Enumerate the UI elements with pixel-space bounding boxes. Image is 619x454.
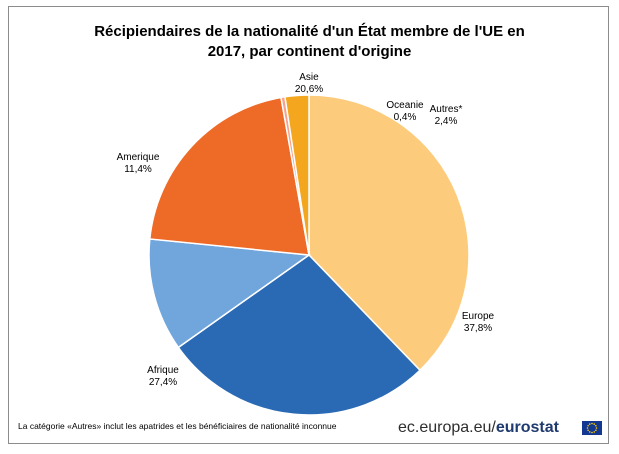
pie-slice-afrique [177,254,422,416]
slice-label-asie: Asie [299,72,319,83]
slice-label-oceanie: Oceanie [386,100,424,111]
slice-label-amerique: Amerique [117,152,160,163]
brand-prefix: ec.europa.eu/ [398,419,496,436]
slice-value-autres: 2,4% [435,116,458,127]
slice-value-europe: 37,8% [464,323,492,334]
pie-slice-autres [284,94,310,256]
slice-value-asie: 20,6% [295,84,323,95]
slice-label-afrique: Afrique [147,365,179,376]
chart-title: Récipiendaires de la nationalité d'un Ét… [0,22,619,62]
slice-value-oceanie: 0,4% [394,112,417,123]
chart-title-line-1: Récipiendaires de la nationalité d'un Ét… [94,23,525,40]
brand-name: eurostat [495,419,559,436]
pie-slice-europe [308,94,470,372]
eu-flag-icon [582,421,602,435]
pie-slice-amerique [148,238,312,349]
chart-title-line-2: 2017, par continent d'origine [207,43,412,60]
footnote: La catégorie «Autres» inclut les apatrid… [18,421,337,431]
eurostat-logo: ec.europa.eu/eurostat [398,419,559,437]
slice-value-afrique: 27,4% [149,377,177,388]
slice-label-europe: Europe [462,311,495,322]
pie-slice-asie [148,96,310,256]
slice-label-autres: Autres* [430,104,463,115]
slice-value-amerique: 11,4% [124,164,152,175]
